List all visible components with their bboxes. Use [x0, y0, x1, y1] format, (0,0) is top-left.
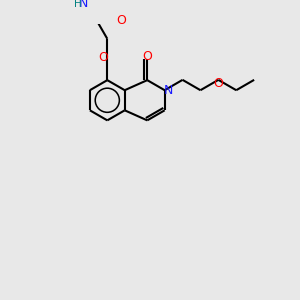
Text: H: H — [74, 0, 82, 9]
Text: N: N — [164, 84, 173, 97]
Text: O: O — [98, 51, 108, 64]
Text: O: O — [116, 14, 126, 27]
Text: O: O — [213, 77, 223, 90]
Text: O: O — [142, 50, 152, 63]
Text: N: N — [79, 0, 88, 10]
